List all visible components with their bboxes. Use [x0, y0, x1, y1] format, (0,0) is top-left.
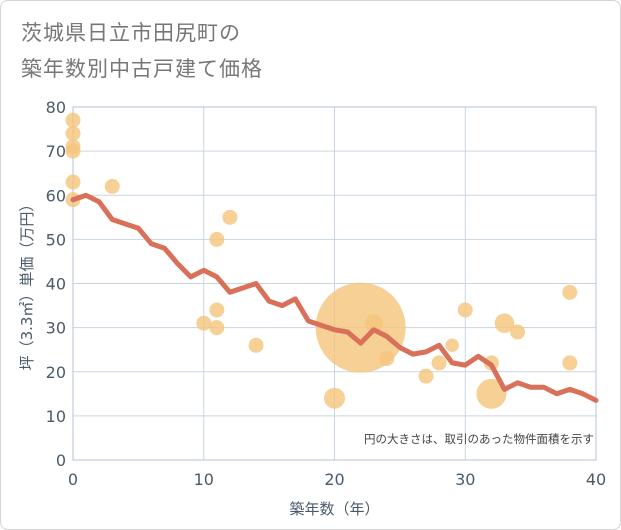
bubble-6	[104, 178, 120, 194]
y-tick-label: 0	[56, 451, 66, 470]
y-tick-label: 10	[46, 407, 66, 426]
bubble-3	[65, 143, 81, 159]
y-tick-label: 80	[46, 98, 66, 117]
x-tick-label: 40	[586, 470, 606, 489]
bubble-15	[364, 314, 383, 333]
ticks: 0 10 20 30 40 0 10 20 30 40 50 60 70 80	[46, 98, 607, 489]
bubble-26	[562, 355, 578, 371]
y-tick-label: 30	[46, 319, 66, 338]
y-tick-label: 70	[46, 142, 66, 161]
title-line-1: 茨城県日立市田尻町の	[21, 21, 241, 45]
x-tick-label: 10	[194, 470, 214, 489]
plot-frame	[72, 106, 597, 461]
x-tick-label: 30	[455, 470, 475, 489]
x-tick-label: 20	[324, 470, 344, 489]
y-tick-label: 50	[46, 230, 66, 249]
bubble-13	[324, 387, 345, 409]
size-note: 円の大きさは、取引のあった物件面積を示す	[364, 432, 594, 446]
bubble-10	[209, 320, 225, 336]
title-line-2: 築年数別中古戸建て価格	[21, 57, 263, 81]
x-tick-label: 0	[68, 470, 78, 489]
bubble-7	[196, 315, 212, 331]
bubble-12	[248, 337, 264, 353]
chart-title: 茨城県日立市田尻町の 築年数別中古戸建て価格	[21, 15, 263, 87]
bubble-4	[65, 174, 81, 190]
bubble-11	[222, 209, 238, 225]
bubble-16	[379, 351, 395, 367]
bubble-18	[431, 355, 447, 371]
bubble-14	[315, 282, 406, 373]
bubble-0	[65, 112, 81, 128]
bubble-series	[65, 112, 578, 409]
trend-series	[70, 192, 599, 403]
bubble-19	[445, 338, 459, 353]
bubble-1	[65, 125, 81, 141]
y-tick-label: 60	[46, 186, 66, 205]
bubble-23	[494, 313, 515, 333]
y-tick-label: 20	[46, 363, 66, 382]
trend-line	[70, 192, 599, 403]
bubble-24	[510, 324, 526, 340]
bubble-25	[562, 284, 578, 300]
y-tick-label: 40	[46, 275, 66, 294]
bubble-17	[418, 368, 434, 384]
bubble-9	[209, 302, 225, 318]
bubble-22	[476, 378, 507, 409]
y-axis-label: 坪（3.3㎡）単価（万円）	[18, 197, 36, 371]
bubble-20	[457, 302, 473, 318]
x-axis-label: 築年数（年）	[289, 500, 379, 518]
bubble-8	[209, 231, 225, 247]
